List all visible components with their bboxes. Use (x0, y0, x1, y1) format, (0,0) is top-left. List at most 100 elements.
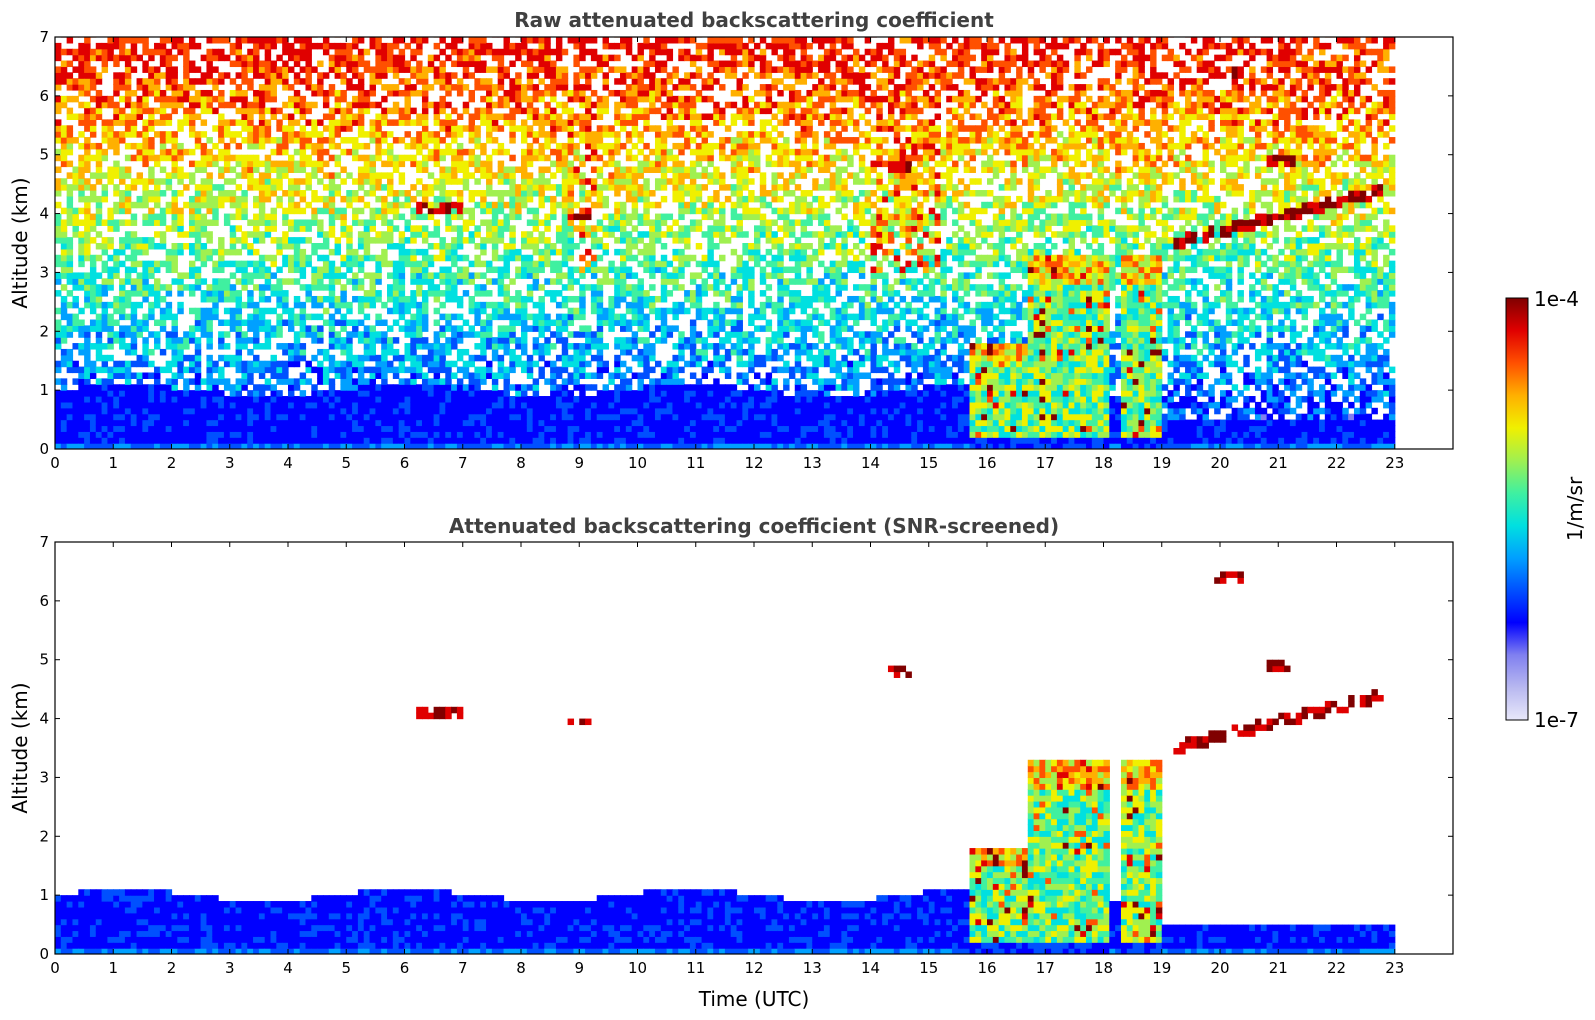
raw-heatmap-cell (585, 437, 592, 444)
raw-heatmap-cell (585, 431, 592, 438)
raw-heatmap-cell (223, 195, 231, 203)
raw-heatmap-cell (561, 396, 569, 403)
raw-heatmap-cell (521, 396, 528, 403)
raw-heatmap-cell (165, 396, 173, 403)
raw-heatmap-cell (369, 384, 376, 391)
raw-heatmap-cell (480, 95, 487, 103)
raw-heatmap-cell (270, 272, 277, 279)
raw-heatmap-cell (392, 278, 400, 285)
raw-heatmap-cell (299, 260, 307, 268)
raw-heatmap-cell (241, 37, 248, 44)
raw-heatmap-cell (276, 195, 283, 203)
raw-heatmap-cell (89, 107, 97, 115)
raw-heatmap-cell (130, 325, 138, 332)
raw-heatmap-cell (142, 419, 149, 427)
raw-heatmap-cell (410, 337, 417, 344)
raw-heatmap-cell (78, 443, 85, 449)
raw-heatmap-cell (404, 219, 411, 226)
raw-heatmap-cell (101, 443, 109, 449)
raw-heatmap-cell (235, 95, 243, 103)
raw-heatmap-cell (136, 131, 143, 138)
raw-heatmap-cell (124, 95, 132, 103)
raw-heatmap-cell (416, 119, 423, 126)
raw-heatmap-cell (474, 390, 481, 397)
raw-heatmap-cell (311, 219, 318, 226)
raw-heatmap-cell (456, 113, 464, 120)
raw-heatmap-cell (235, 107, 243, 115)
raw-heatmap-cell (107, 142, 114, 150)
raw-heatmap-cell (375, 354, 382, 362)
raw-heatmap-cell (183, 184, 190, 191)
raw-heatmap-cell (101, 172, 109, 179)
raw-heatmap-cell (625, 72, 633, 79)
raw-heatmap-cell (416, 284, 423, 291)
raw-heatmap-cell (352, 260, 359, 268)
raw-heatmap-cell (509, 437, 516, 444)
raw-heatmap-cell (113, 142, 120, 150)
raw-heatmap-cell (625, 37, 633, 44)
raw-heatmap-cell (328, 195, 336, 203)
raw-heatmap-cell (188, 37, 196, 44)
raw-heatmap-cell (95, 142, 103, 150)
raw-heatmap-cell (317, 119, 324, 126)
raw-heatmap-cell (101, 60, 109, 68)
raw-heatmap-cell (194, 348, 202, 356)
raw-heatmap-cell (194, 219, 202, 226)
raw-heatmap-cell (95, 384, 103, 391)
raw-heatmap-cell (410, 142, 417, 150)
raw-heatmap-cell (288, 113, 295, 120)
raw-heatmap-cell (480, 407, 487, 415)
raw-heatmap-cell (317, 437, 324, 444)
raw-heatmap-cell (357, 172, 365, 179)
raw-heatmap-cell (241, 425, 248, 432)
raw-heatmap-cell (188, 113, 196, 120)
raw-heatmap-cell (142, 278, 149, 285)
raw-heatmap-cell (573, 113, 580, 120)
raw-heatmap-cell (427, 443, 435, 449)
raw-heatmap-cell (387, 160, 394, 168)
raw-heatmap-cell (247, 378, 254, 385)
raw-heatmap-cell (509, 248, 516, 256)
raw-heatmap-cell (451, 443, 458, 449)
raw-heatmap-cell (608, 431, 615, 438)
raw-heatmap-cell (299, 396, 307, 403)
raw-heatmap-cell (608, 372, 615, 379)
raw-heatmap-cell (171, 54, 178, 62)
raw-heatmap-cell (363, 48, 371, 56)
raw-heatmap-cell (235, 319, 243, 326)
raw-heatmap-cell (614, 148, 621, 156)
raw-heatmap-cell (503, 307, 510, 315)
raw-heatmap-cell (78, 419, 85, 427)
raw-heatmap-cell (177, 119, 184, 126)
raw-heatmap-cell (491, 372, 499, 379)
raw-heatmap-cell (66, 201, 74, 209)
raw-heatmap-cell (223, 219, 231, 226)
raw-heatmap-cell (218, 266, 225, 274)
raw-heatmap-cell (503, 42, 510, 50)
raw-heatmap-cell (188, 78, 196, 85)
raw-heatmap-cell (387, 272, 394, 279)
raw-heatmap-cell (119, 290, 126, 297)
raw-heatmap-cell (451, 137, 458, 144)
raw-heatmap-cell (555, 390, 563, 397)
raw-heatmap-cell (561, 284, 569, 291)
raw-heatmap-cell (258, 425, 266, 432)
raw-heatmap-cell (357, 72, 365, 79)
raw-heatmap-cell (410, 443, 417, 449)
raw-heatmap-cell (55, 260, 62, 268)
raw-heatmap-cell (387, 290, 394, 297)
raw-heatmap-cell (142, 142, 149, 150)
raw-heatmap-cell (253, 195, 260, 203)
raw-heatmap-cell (620, 101, 627, 109)
raw-heatmap-cell (84, 431, 91, 438)
raw-heatmap-cell (346, 331, 353, 338)
raw-heatmap-cell (107, 319, 114, 326)
raw-heatmap-cell (392, 37, 400, 44)
raw-heatmap-cell (596, 307, 604, 315)
raw-heatmap-cell (555, 319, 563, 326)
raw-heatmap-cell (276, 284, 283, 291)
raw-heatmap-cell (264, 378, 272, 385)
raw-heatmap-cell (392, 213, 400, 221)
raw-heatmap-cell (282, 425, 289, 432)
raw-heatmap-cell (194, 313, 202, 321)
